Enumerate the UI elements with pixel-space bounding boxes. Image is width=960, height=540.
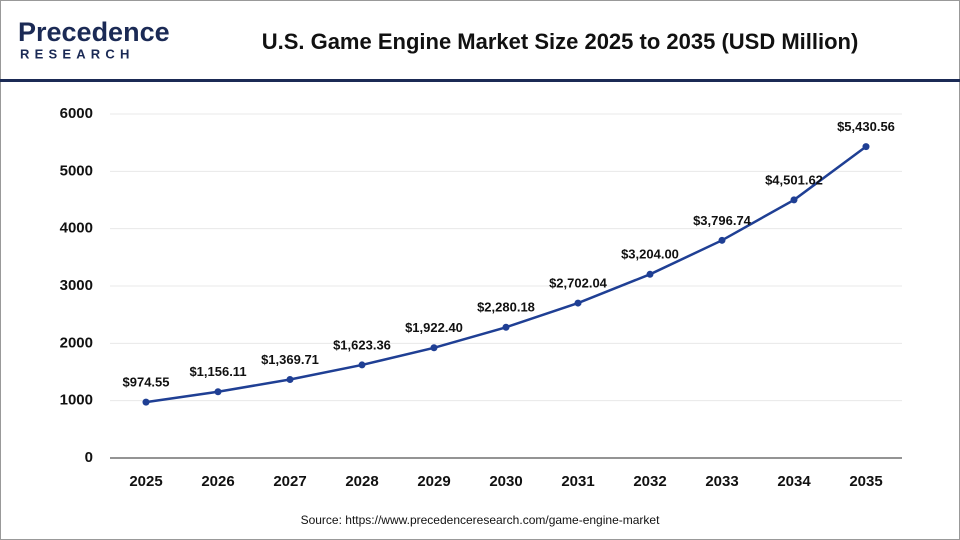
value-label: $974.55 <box>123 375 170 390</box>
point <box>502 323 510 331</box>
value-label: $3,796.74 <box>693 213 752 228</box>
point <box>646 270 654 278</box>
value-label: $3,204.00 <box>621 247 679 262</box>
value-label: $1,369.71 <box>261 352 319 367</box>
point <box>358 361 366 369</box>
y-tick-label: 4000 <box>60 220 93 237</box>
value-label: $2,702.04 <box>549 276 608 291</box>
x-tick-label: 2031 <box>561 473 594 490</box>
logo: Precedence RESEARCH <box>18 17 170 61</box>
x-tick-label: 2027 <box>273 473 306 490</box>
y-tick-label: 0 <box>85 449 93 466</box>
point <box>214 388 222 396</box>
value-label: $1,922.40 <box>405 320 463 335</box>
x-tick-label: 2035 <box>849 473 882 490</box>
point <box>574 299 582 307</box>
y-tick-label: 5000 <box>60 162 93 179</box>
point <box>286 375 294 383</box>
value-label: $5,430.56 <box>837 119 895 134</box>
point <box>718 236 726 244</box>
value-label: $4,501.62 <box>765 172 823 187</box>
y-tick-label: 1000 <box>60 392 93 409</box>
x-tick-label: 2030 <box>489 473 522 490</box>
x-tick-label: 2028 <box>345 473 378 490</box>
x-tick-label: 2033 <box>705 473 738 490</box>
value-label: $2,280.18 <box>477 300 535 315</box>
x-tick-label: 2032 <box>633 473 666 490</box>
chart-title: U.S. Game Engine Market Size 2025 to 203… <box>262 29 859 54</box>
point <box>790 196 798 204</box>
source: Source: https://www.precedenceresearch.c… <box>301 513 661 527</box>
y-tick-label: 2000 <box>60 334 93 351</box>
point <box>142 398 150 406</box>
y-tick-label: 6000 <box>60 105 93 122</box>
point <box>430 344 438 352</box>
header-rule <box>0 79 960 82</box>
x-tick-label: 2029 <box>417 473 450 490</box>
x-tick-label: 2034 <box>777 473 811 490</box>
x-tick-label: 2026 <box>201 473 234 490</box>
x-tick-label: 2025 <box>129 473 162 490</box>
value-label: $1,156.11 <box>189 364 246 379</box>
value-label: $1,623.36 <box>333 337 391 352</box>
logo-name: Precedence <box>18 17 170 47</box>
point <box>862 143 870 151</box>
y-tick-label: 3000 <box>60 277 93 294</box>
logo-tagline: RESEARCH <box>20 46 135 61</box>
